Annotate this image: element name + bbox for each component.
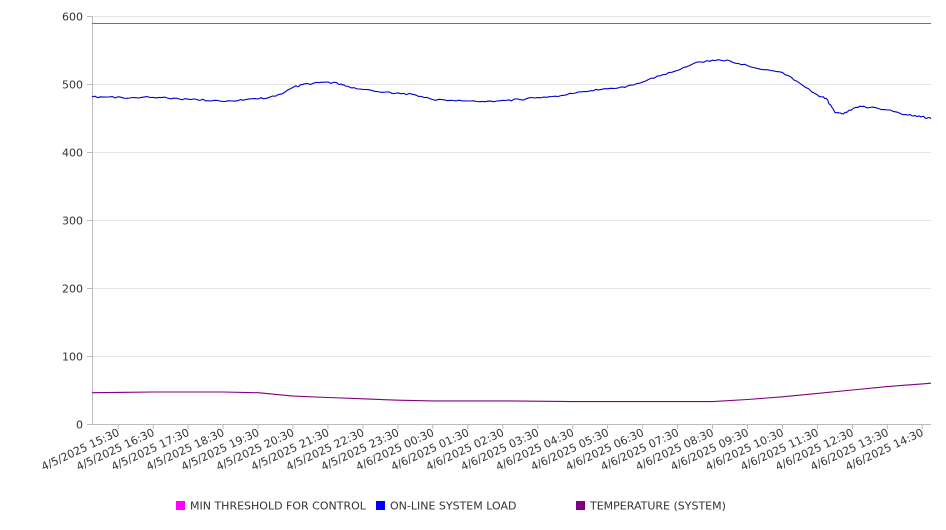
axes bbox=[92, 16, 931, 425]
series-line-2 bbox=[91, 382, 932, 403]
legend-swatch bbox=[176, 501, 185, 510]
y-tick-label: 300 bbox=[62, 215, 83, 228]
y-axis-ticks: 0 100 200 300 400 500 600 bbox=[62, 11, 92, 432]
legend: MIN THRESHOLD FOR CONTROL ON-LINE SYSTEM … bbox=[176, 500, 726, 513]
legend-label: ON-LINE SYSTEM LOAD bbox=[390, 500, 516, 513]
y-tick-label: 200 bbox=[62, 283, 83, 296]
legend-label: TEMPERATURE (SYSTEM) bbox=[589, 500, 726, 513]
legend-swatch bbox=[376, 501, 385, 510]
legend-label: MIN THRESHOLD FOR CONTROL bbox=[190, 500, 367, 513]
x-axis-ticks: 4/5/2025 15:304/5/2025 16:304/5/2025 17:… bbox=[39, 424, 926, 473]
series-lines bbox=[91, 22, 932, 403]
gridlines bbox=[92, 16, 931, 357]
y-tick-label: 500 bbox=[62, 79, 83, 92]
y-tick-label: 600 bbox=[62, 11, 83, 24]
series-line-1 bbox=[91, 59, 932, 120]
y-tick-label: 400 bbox=[62, 147, 83, 160]
legend-swatch bbox=[576, 501, 585, 510]
y-tick-label: 100 bbox=[62, 351, 83, 364]
y-tick-label: 0 bbox=[76, 419, 83, 432]
